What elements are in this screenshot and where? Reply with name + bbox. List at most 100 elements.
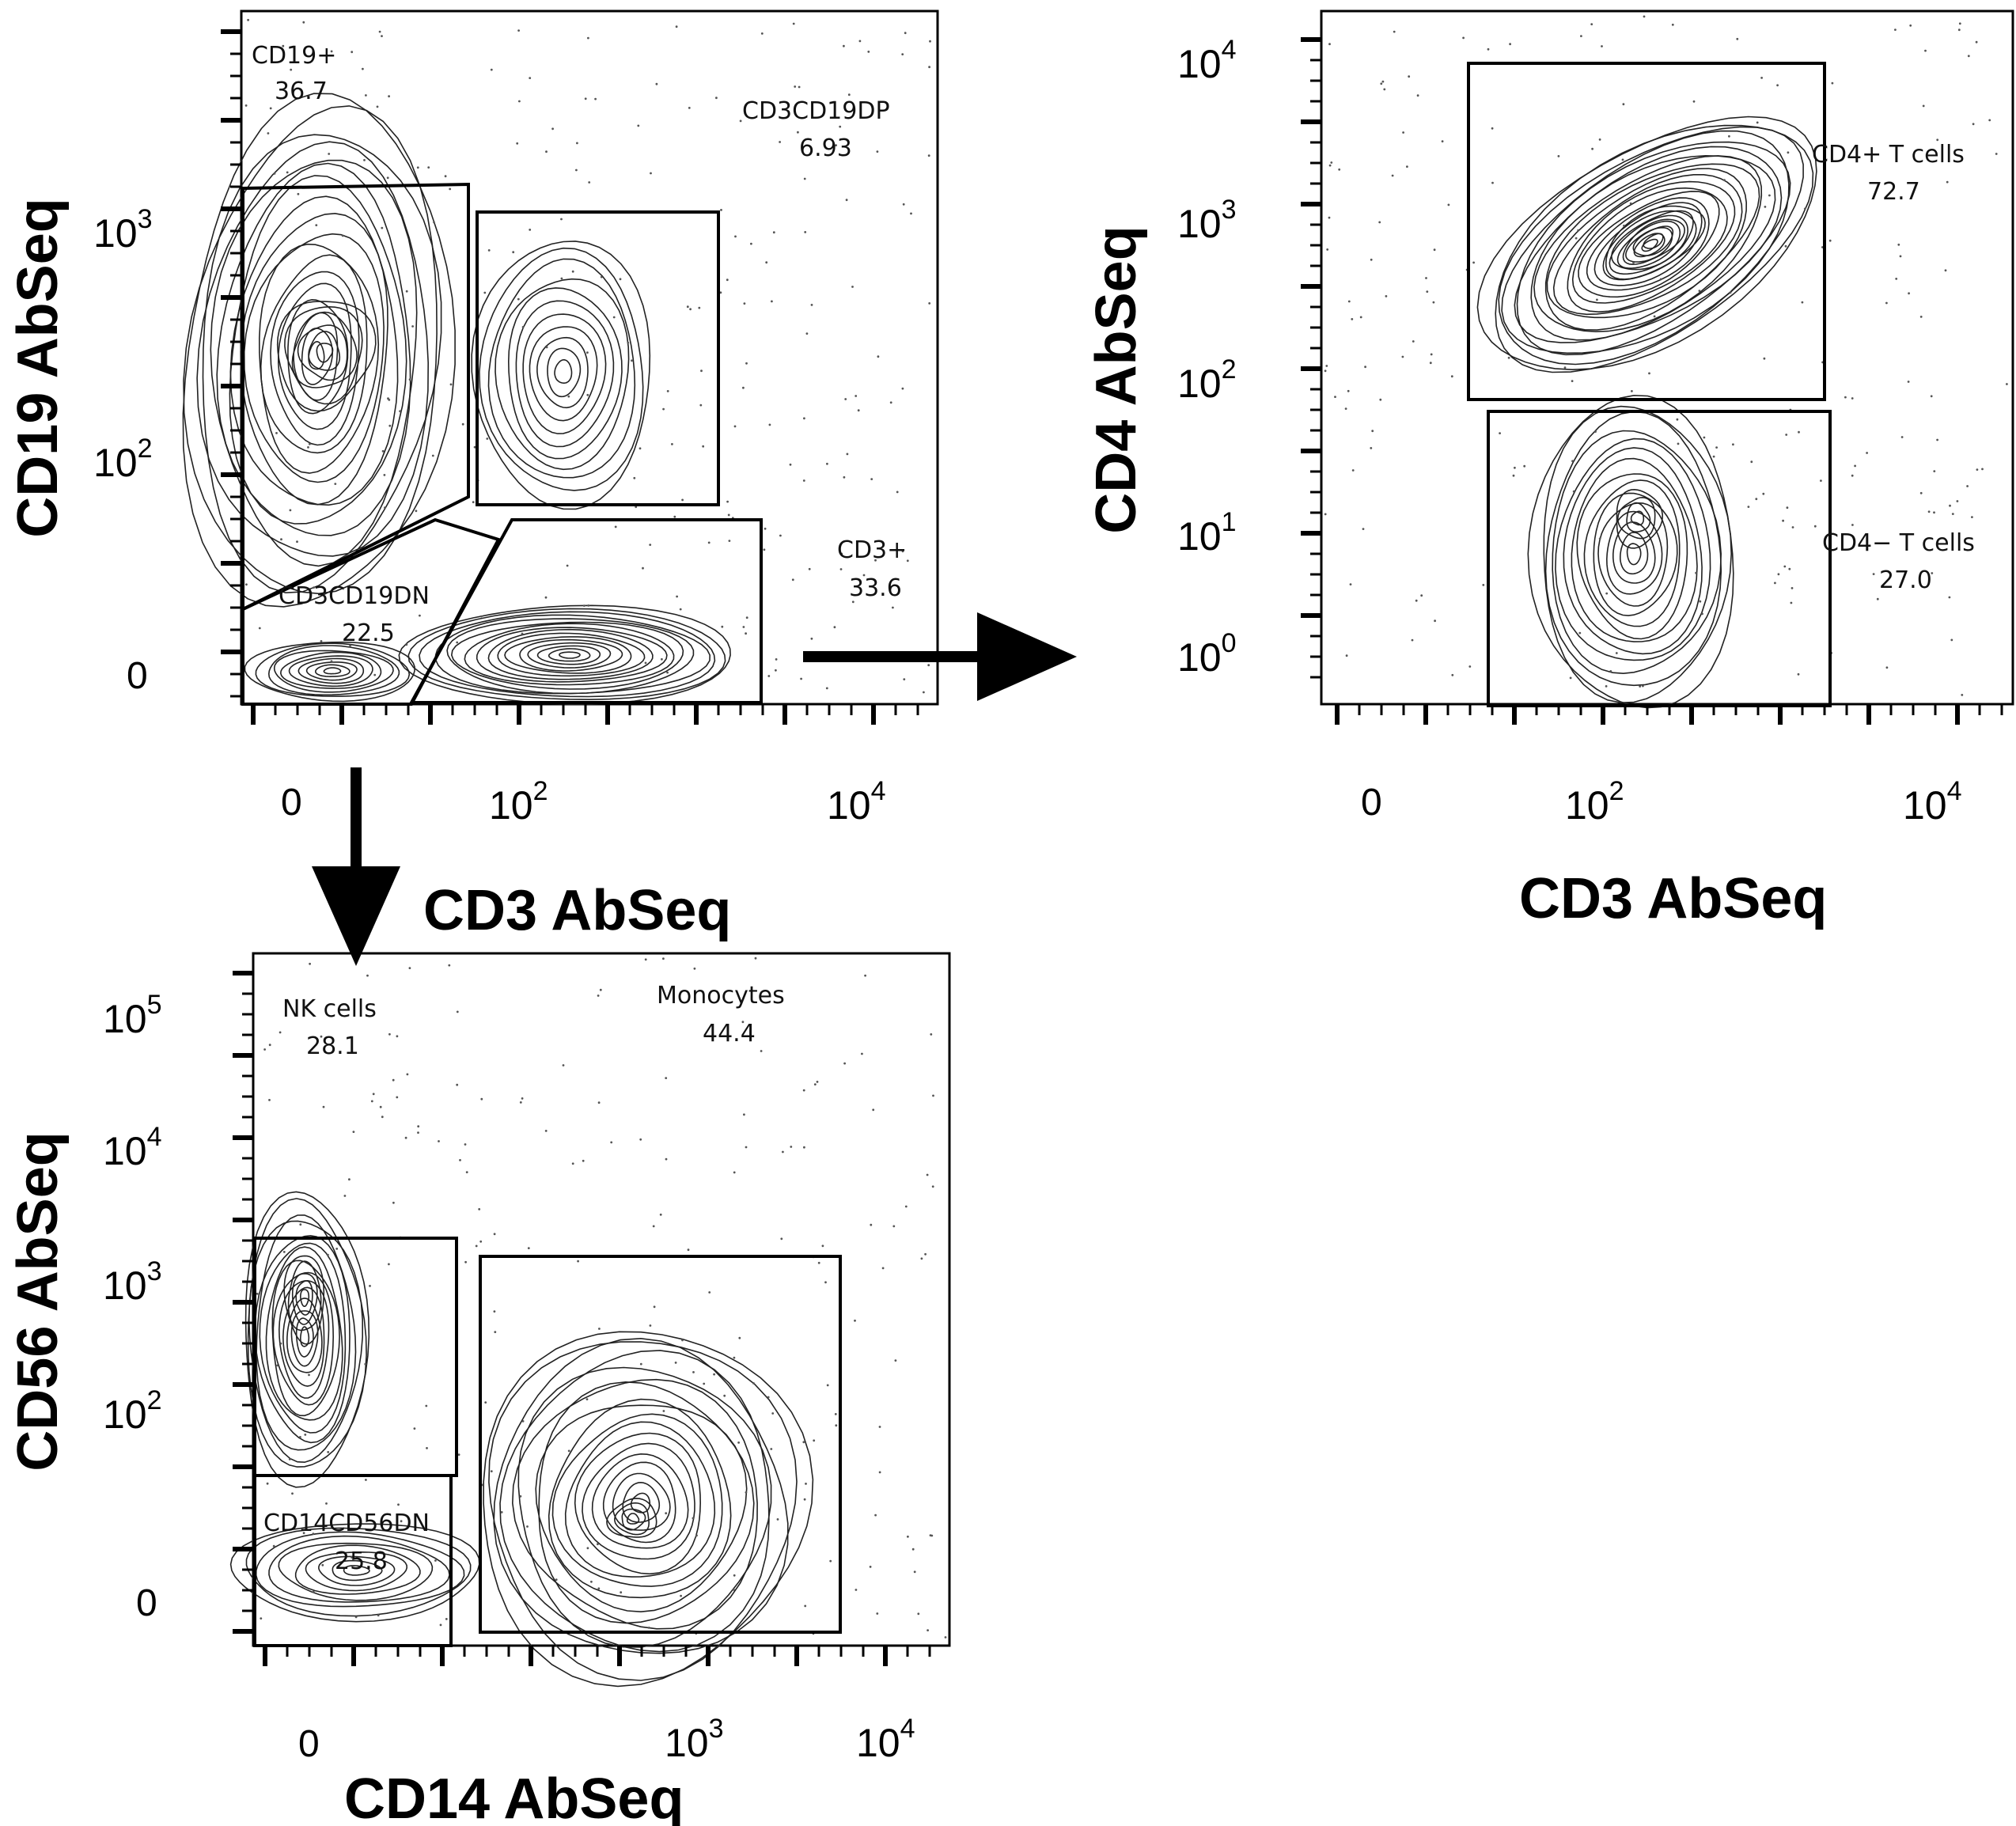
- event-dot: [802, 1441, 805, 1444]
- event-dot: [901, 53, 904, 55]
- event-dot: [529, 229, 532, 231]
- event-dot: [582, 1159, 585, 1162]
- event-dot: [1379, 398, 1382, 401]
- dn-contour: [288, 655, 373, 688]
- dn-contour: [278, 1542, 434, 1601]
- event-dot: [560, 218, 563, 221]
- gate-label-cd3cd19dp: CD3CD19DP: [742, 97, 890, 125]
- event-dot: [1371, 430, 1374, 433]
- event-dot: [928, 66, 930, 69]
- event-dot: [365, 1479, 367, 1481]
- gate-label-cd19-pos: CD19+: [252, 42, 336, 70]
- plot3-contours: [229, 1191, 814, 1688]
- event-dot: [803, 417, 805, 420]
- event-dot: [330, 50, 333, 53]
- event-dot: [874, 559, 877, 562]
- event-dot: [901, 387, 904, 390]
- event-dot: [1412, 340, 1415, 343]
- event-dot: [633, 476, 636, 479]
- plot1-points: [244, 18, 931, 694]
- event-dot: [707, 541, 711, 544]
- dn-contour: [255, 642, 411, 697]
- cd19-pos-contour: [229, 175, 407, 525]
- event-dot: [1671, 23, 1674, 26]
- event-dot: [742, 626, 745, 628]
- event-dot: [1851, 474, 1854, 477]
- event-dot: [490, 68, 493, 71]
- event-dot: [689, 308, 692, 311]
- event-dot: [1866, 452, 1869, 454]
- event-dot: [733, 1356, 736, 1359]
- event-dot: [653, 1305, 656, 1309]
- event-dot: [1692, 100, 1696, 103]
- gate-cd3cd19dp[interactable]: [476, 210, 720, 506]
- event-dot: [600, 275, 603, 278]
- event-dot: [381, 1116, 384, 1119]
- event-dot: [348, 1178, 351, 1181]
- event-dot: [312, 1590, 315, 1593]
- event-dot: [1803, 207, 1806, 210]
- event-dot: [665, 1157, 668, 1161]
- event-dot: [676, 595, 678, 598]
- p1-xtick-1e2: 102: [489, 776, 548, 828]
- event-dot: [1406, 165, 1408, 169]
- dn-contour: [294, 1544, 421, 1595]
- event-dot: [847, 93, 851, 97]
- cd3-pos-contour: [446, 618, 695, 695]
- gate-cd4-neg-t-cells[interactable]: [1487, 410, 1832, 707]
- event-dot: [260, 1617, 263, 1620]
- event-dot: [803, 1146, 805, 1149]
- event-dot: [415, 510, 418, 513]
- cd3-pos-contour: [450, 621, 684, 690]
- monocyte-contour: [551, 1413, 723, 1587]
- event-dot: [776, 1518, 779, 1521]
- cd4-pos-contour: [1567, 180, 1736, 313]
- event-dot: [1432, 301, 1435, 304]
- gate-cd14cd56dn[interactable]: [253, 1474, 453, 1647]
- event-dot: [662, 1410, 665, 1412]
- event-dot: [439, 1623, 442, 1627]
- event-dot: [862, 574, 866, 577]
- event-dot: [1927, 510, 1931, 513]
- event-dot: [839, 125, 842, 128]
- event-dot: [1820, 479, 1822, 482]
- event-dot: [516, 142, 519, 145]
- event-dot: [276, 1364, 279, 1367]
- event-dot: [1591, 147, 1593, 150]
- event-dot: [272, 1544, 275, 1548]
- event-dot: [478, 1208, 481, 1210]
- event-dot: [797, 131, 799, 134]
- dp-contour: [547, 347, 582, 398]
- cd3-pos-contour: [497, 632, 646, 677]
- event-dot: [1785, 434, 1788, 436]
- event-dot: [320, 1035, 323, 1038]
- gate-cd3-pos[interactable]: [408, 518, 763, 704]
- event-dot: [1774, 582, 1776, 585]
- cd19-pos-core-contour: [316, 343, 334, 363]
- event-dot: [1324, 369, 1327, 373]
- plot3-y-axis-label: CD56 AbSeq: [6, 1131, 70, 1471]
- event-dot: [328, 153, 331, 155]
- event-dot: [335, 1248, 339, 1250]
- event-dot: [792, 22, 795, 25]
- event-dot: [459, 1159, 461, 1161]
- p3-xtick-1e4: 104: [856, 1714, 915, 1765]
- p3-ytick-1e3: 103: [103, 1256, 162, 1308]
- event-dot: [1784, 244, 1787, 248]
- cd4-neg-contour: [1597, 502, 1669, 607]
- event-dot: [426, 1447, 428, 1449]
- event-dot: [1621, 158, 1624, 161]
- dp-contour: [479, 247, 644, 491]
- event-dot: [1950, 638, 1953, 642]
- gate-monocytes[interactable]: [479, 1255, 842, 1634]
- event-dot: [1975, 40, 1978, 44]
- gate-cd19-pos[interactable]: [241, 182, 470, 612]
- event-dot: [408, 967, 411, 969]
- event-dot: [364, 1362, 367, 1366]
- event-dot: [745, 632, 747, 635]
- event-dot: [1507, 356, 1510, 359]
- event-dot: [767, 1396, 770, 1399]
- event-dot: [431, 454, 434, 457]
- gate-value-cd4-neg: 27.0: [1879, 566, 1932, 594]
- gate-cd4-pos-t-cells[interactable]: [1467, 62, 1826, 401]
